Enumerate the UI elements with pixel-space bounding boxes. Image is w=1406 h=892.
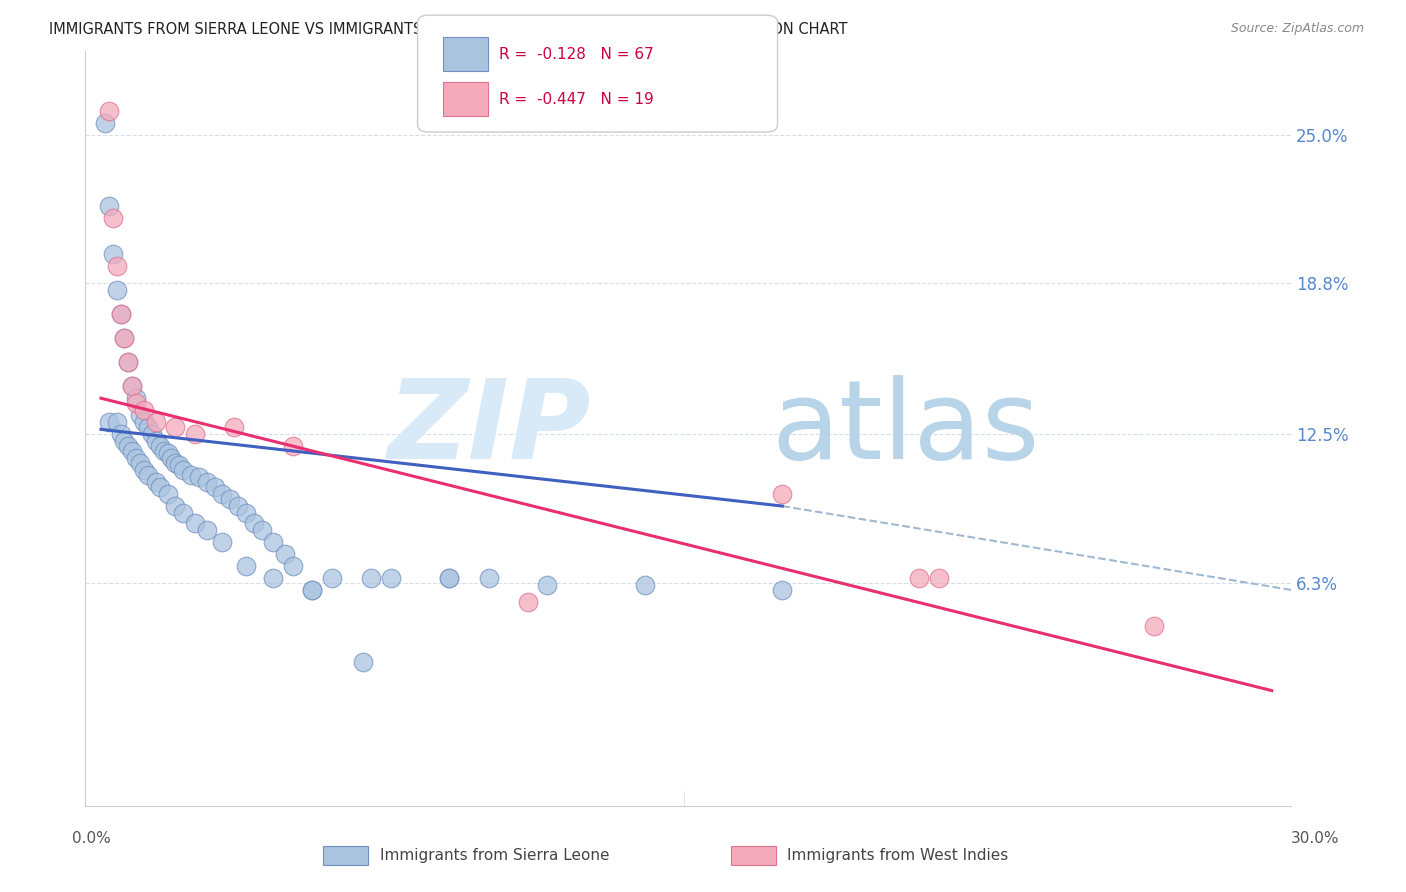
Point [97, 199, 120, 213]
Point [165, 420, 187, 434]
Point [204, 480, 226, 494]
Text: R =  -0.447   N = 19: R = -0.447 N = 19 [499, 92, 654, 106]
Point [380, 571, 402, 585]
Point [439, 571, 461, 585]
Point [226, 499, 249, 513]
Point [478, 571, 501, 585]
Point [301, 582, 323, 597]
Point [301, 582, 323, 597]
Text: Immigrants from West Indies: Immigrants from West Indies [787, 848, 1008, 863]
Point [97, 103, 120, 118]
Point [281, 439, 304, 453]
Point [262, 571, 284, 585]
Point [114, 331, 136, 345]
Point [242, 516, 264, 530]
Point [149, 439, 172, 453]
Point [169, 458, 191, 473]
Point [516, 595, 538, 609]
Point [165, 499, 187, 513]
Point [156, 487, 179, 501]
Point [132, 463, 155, 477]
Text: Source: ZipAtlas.com: Source: ZipAtlas.com [1230, 22, 1364, 36]
Point [250, 523, 273, 537]
Point [321, 571, 343, 585]
Point [235, 506, 257, 520]
Point [129, 456, 152, 470]
Point [136, 467, 159, 482]
Point [125, 396, 148, 410]
Point [105, 284, 128, 298]
Point [156, 446, 179, 460]
Point [114, 434, 136, 449]
Point [360, 571, 382, 585]
Point [105, 415, 128, 429]
Text: 30.0%: 30.0% [1291, 831, 1339, 847]
Point [184, 427, 207, 442]
Text: 0.0%: 0.0% [72, 831, 111, 847]
Point [222, 420, 245, 434]
Point [149, 480, 172, 494]
Point [211, 535, 233, 549]
Point [145, 475, 167, 489]
Point [117, 355, 139, 369]
Point [110, 307, 132, 321]
Point [187, 470, 209, 484]
Point [180, 467, 202, 482]
Point [129, 408, 152, 422]
Point [101, 247, 124, 261]
Point [141, 427, 163, 442]
Point [281, 558, 304, 573]
Point [114, 331, 136, 345]
Point [928, 571, 950, 585]
Point [770, 582, 793, 597]
Point [121, 379, 143, 393]
Point [125, 451, 148, 466]
Point [121, 379, 143, 393]
Text: R =  -0.128   N = 67: R = -0.128 N = 67 [499, 47, 654, 62]
Text: IMMIGRANTS FROM SIERRA LEONE VS IMMIGRANTS FROM WEST INDIES MALE POVERTY CORRELA: IMMIGRANTS FROM SIERRA LEONE VS IMMIGRAN… [49, 22, 848, 37]
Text: ZIP: ZIP [388, 375, 592, 482]
Point [125, 391, 148, 405]
Point [136, 420, 159, 434]
Point [235, 558, 257, 573]
Text: Immigrants from Sierra Leone: Immigrants from Sierra Leone [380, 848, 609, 863]
Point [101, 211, 124, 226]
Point [1143, 619, 1166, 633]
Point [145, 415, 167, 429]
Point [770, 487, 793, 501]
Point [184, 516, 207, 530]
Point [105, 260, 128, 274]
Text: atlas: atlas [770, 375, 1039, 482]
Point [110, 427, 132, 442]
Point [94, 115, 117, 129]
Point [110, 307, 132, 321]
Point [262, 535, 284, 549]
Point [132, 403, 155, 417]
Point [132, 415, 155, 429]
Point [117, 355, 139, 369]
Point [634, 578, 657, 592]
Point [160, 451, 183, 466]
Point [117, 439, 139, 453]
Point [211, 487, 233, 501]
Point [121, 444, 143, 458]
Point [172, 463, 194, 477]
Point [352, 655, 374, 669]
Point [172, 506, 194, 520]
Point [165, 456, 187, 470]
Point [908, 571, 931, 585]
Point [145, 434, 167, 449]
Point [195, 475, 218, 489]
Point [536, 578, 558, 592]
Point [439, 571, 461, 585]
Point [274, 547, 297, 561]
Point [219, 491, 242, 506]
Point [195, 523, 218, 537]
Point [152, 444, 174, 458]
Point [97, 415, 120, 429]
